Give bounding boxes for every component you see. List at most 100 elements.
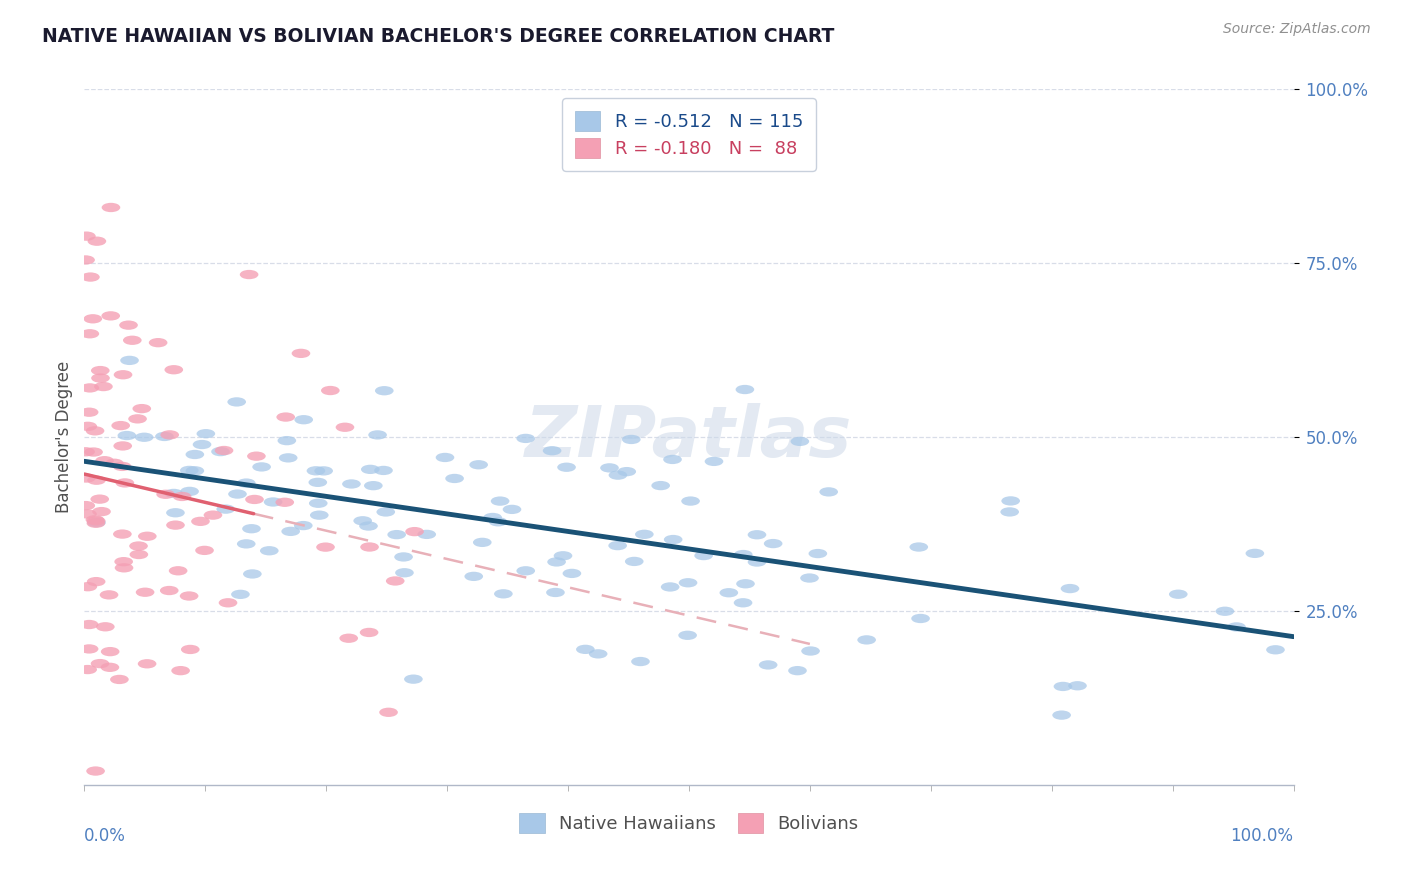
Point <box>1167 587 1189 601</box>
Point <box>394 566 416 580</box>
Point <box>359 462 381 476</box>
Point <box>134 585 156 599</box>
Point <box>177 589 200 603</box>
Point <box>77 617 100 632</box>
Point <box>79 326 101 341</box>
Point <box>274 495 297 509</box>
Point <box>363 478 385 492</box>
Point <box>167 564 190 578</box>
Point <box>679 494 702 508</box>
Point <box>157 583 180 598</box>
Point <box>907 540 929 554</box>
Point <box>367 428 389 442</box>
Point <box>190 514 212 528</box>
Point <box>76 507 98 521</box>
Point <box>1066 679 1088 693</box>
Point <box>179 463 201 477</box>
Point <box>184 464 207 478</box>
Point <box>201 508 224 522</box>
Point <box>607 468 630 483</box>
Point <box>238 268 260 282</box>
Point <box>515 564 537 578</box>
Point <box>486 515 509 529</box>
Point <box>616 465 638 479</box>
Point <box>731 596 754 610</box>
Point <box>290 346 312 360</box>
Point <box>292 518 315 533</box>
Point <box>650 478 672 492</box>
Point <box>276 434 298 448</box>
Point <box>633 527 655 541</box>
Point <box>404 524 426 539</box>
Point <box>492 587 515 601</box>
Point <box>574 642 596 657</box>
Point <box>1225 620 1247 634</box>
Point <box>93 379 115 393</box>
Point <box>544 585 567 599</box>
Point <box>240 566 263 581</box>
Point <box>235 537 257 551</box>
Point <box>745 527 768 541</box>
Point <box>717 585 740 599</box>
Point <box>79 270 101 285</box>
Point <box>245 449 267 463</box>
Y-axis label: Bachelor's Degree: Bachelor's Degree <box>55 361 73 513</box>
Point <box>1059 582 1081 596</box>
Point <box>89 657 111 671</box>
Point <box>630 655 652 669</box>
Point <box>262 495 284 509</box>
Point <box>165 518 187 533</box>
Point <box>93 453 115 467</box>
Point <box>676 628 699 642</box>
Point <box>86 473 108 487</box>
Point <box>1244 546 1267 560</box>
Point <box>471 535 494 549</box>
Point <box>1000 494 1022 508</box>
Point <box>799 571 821 585</box>
Point <box>312 464 335 478</box>
Point <box>799 644 821 658</box>
Point <box>77 641 100 656</box>
Point <box>179 642 201 657</box>
Point <box>357 519 380 533</box>
Point <box>191 437 214 451</box>
Point <box>184 448 207 462</box>
Point <box>111 459 134 474</box>
Point <box>136 529 159 543</box>
Point <box>108 673 131 687</box>
Point <box>100 309 122 323</box>
Point <box>659 580 682 594</box>
Point <box>76 419 98 434</box>
Point <box>315 540 337 554</box>
Point <box>762 536 785 550</box>
Point <box>515 431 537 445</box>
Point <box>134 430 156 444</box>
Point <box>998 505 1021 519</box>
Point <box>259 543 281 558</box>
Point <box>84 764 107 778</box>
Point <box>373 384 395 398</box>
Point <box>555 460 578 475</box>
Point <box>84 574 107 589</box>
Point <box>280 524 302 539</box>
Point <box>217 596 239 610</box>
Point <box>165 506 187 520</box>
Point <box>179 484 201 499</box>
Legend: Native Hawaiians, Bolivians: Native Hawaiians, Bolivians <box>506 800 872 846</box>
Point <box>86 516 108 530</box>
Point <box>82 311 104 326</box>
Text: Source: ZipAtlas.com: Source: ZipAtlas.com <box>1223 22 1371 37</box>
Point <box>377 706 399 720</box>
Point <box>756 657 779 672</box>
Point <box>98 645 121 659</box>
Text: 0.0%: 0.0% <box>84 827 127 845</box>
Point <box>159 428 181 442</box>
Point <box>75 252 97 267</box>
Point <box>489 494 512 508</box>
Point <box>606 539 628 553</box>
Point <box>112 555 135 569</box>
Point <box>1052 680 1074 694</box>
Point <box>319 384 342 398</box>
Point <box>98 588 121 602</box>
Point <box>212 443 235 458</box>
